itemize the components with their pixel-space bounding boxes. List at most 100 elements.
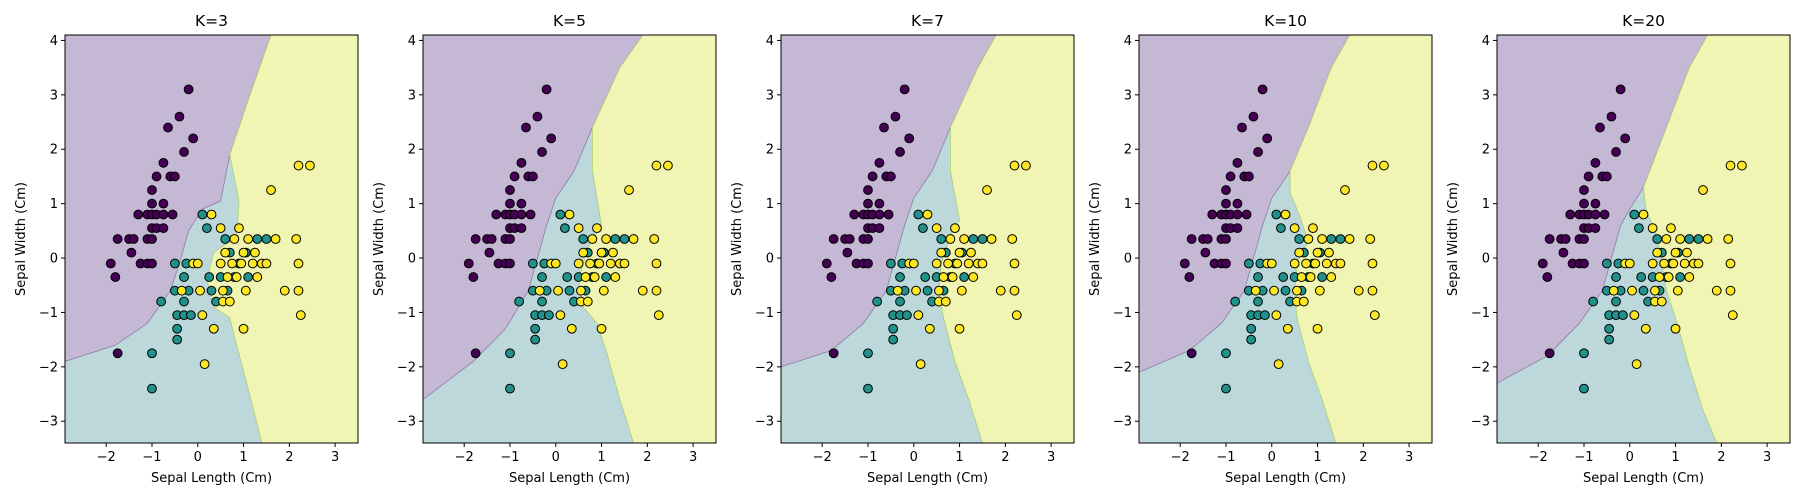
- data-point-class-2: [305, 160, 315, 171]
- data-point-class-0: [874, 157, 885, 168]
- data-point-class-2: [1273, 359, 1284, 370]
- data-point-class-2: [1693, 258, 1704, 269]
- x-tick-label: 2: [643, 450, 651, 465]
- data-point-class-0: [904, 133, 915, 144]
- data-point-class-0: [183, 84, 194, 95]
- data-point-class-0: [863, 258, 873, 269]
- data-point-class-0: [867, 171, 878, 182]
- data-point-class-0: [828, 234, 839, 244]
- x-tick-label: 0: [1626, 450, 1634, 465]
- data-point-class-2: [954, 323, 965, 334]
- data-point-class-0: [546, 133, 557, 144]
- data-point-class-1: [527, 258, 538, 269]
- data-point-class-1: [505, 383, 515, 394]
- data-point-class-1: [1636, 272, 1647, 282]
- data-point-class-2: [1659, 258, 1670, 269]
- y-tick-label: 0: [408, 252, 416, 267]
- region-class-2: [1289, 35, 1432, 443]
- data-point-class-0: [1590, 223, 1601, 234]
- data-point-class-0: [158, 223, 169, 234]
- data-point-class-2: [1369, 310, 1380, 321]
- data-point-class-2: [968, 272, 979, 282]
- data-point-class-2: [1367, 285, 1378, 296]
- data-point-class-0: [110, 272, 121, 282]
- decision-regions: [423, 35, 716, 443]
- data-point-class-1: [564, 285, 575, 296]
- data-point-class-0: [521, 122, 531, 133]
- data-point-class-0: [1202, 234, 1213, 244]
- panel-k2: −2 −1 0 1 2 3 −3 −2 −1 0 1 2 3 4 K=7 Sepal Length (Cm) S…: [730, 12, 1075, 486]
- data-point-class-0: [895, 147, 905, 157]
- decision-regions: [1497, 35, 1790, 443]
- data-point-class-2: [243, 234, 254, 244]
- data-point-class-1: [179, 296, 189, 307]
- data-point-class-0: [1620, 133, 1631, 144]
- data-point-class-2: [908, 258, 919, 269]
- data-point-class-0: [1253, 147, 1263, 157]
- axes-frame: [1496, 34, 1791, 444]
- x-tick-label: −1: [858, 450, 877, 465]
- panel-title: K=7: [911, 12, 944, 30]
- y-tick-label: 4: [1482, 34, 1490, 49]
- data-point-class-0: [147, 198, 157, 209]
- x-tick-label: 3: [1405, 450, 1413, 465]
- data-point-class-2: [952, 258, 963, 269]
- data-point-class-2: [293, 160, 304, 171]
- data-point-class-2: [1292, 285, 1302, 296]
- data-point-class-0: [1579, 234, 1589, 244]
- data-point-class-2: [1317, 234, 1328, 244]
- data-point-class-0: [147, 185, 157, 195]
- y-tick-label: −2: [397, 360, 416, 375]
- data-point-class-1: [1230, 296, 1241, 307]
- data-point-class-2: [1629, 310, 1640, 321]
- decision-regions: [65, 35, 358, 443]
- data-point-class-2: [1682, 247, 1692, 258]
- data-point-class-2: [295, 310, 306, 321]
- data-point-class-2: [966, 247, 976, 258]
- data-point-class-1: [206, 285, 217, 296]
- data-point-class-0: [885, 171, 896, 182]
- data-point-class-2: [1631, 359, 1642, 370]
- data-point-class-1: [172, 334, 183, 345]
- data-point-class-2: [1303, 234, 1314, 244]
- data-point-class-2: [1670, 323, 1681, 334]
- y-axis-label: Sepal Width (Cm): [1088, 182, 1103, 296]
- data-point-class-2: [1661, 234, 1672, 244]
- data-point-class-2: [596, 323, 607, 334]
- data-point-class-2: [1365, 234, 1376, 244]
- panel-k4: −2 −1 0 1 2 3 −3 −2 −1 0 1 2 3 4 K=20 Sepal Length (Cm)…: [1446, 12, 1791, 486]
- data-point-class-2: [1282, 323, 1293, 334]
- data-point-class-2: [1702, 234, 1713, 244]
- y-tick-label: 4: [1124, 34, 1132, 49]
- data-point-class-0: [1221, 198, 1231, 209]
- data-point-class-1: [537, 296, 547, 307]
- data-point-class-2: [1312, 323, 1323, 334]
- region-class-2: [1643, 35, 1790, 443]
- y-tick-label: 2: [1482, 143, 1490, 158]
- y-tick-label: 1: [50, 197, 58, 212]
- scatter-points: [463, 84, 673, 394]
- data-point-class-2: [1289, 223, 1300, 234]
- data-point-class-2: [592, 223, 602, 234]
- data-point-class-0: [1606, 111, 1617, 122]
- data-point-class-0: [158, 198, 169, 209]
- data-point-class-2: [1725, 258, 1736, 269]
- y-tick-label: 3: [1482, 88, 1490, 103]
- x-tick-label: 0: [194, 450, 202, 465]
- data-point-class-0: [826, 272, 837, 282]
- x-tick-label: 3: [689, 450, 697, 465]
- data-point-class-0: [874, 209, 885, 220]
- data-point-class-2: [1009, 160, 1020, 171]
- data-point-class-1: [888, 334, 899, 345]
- data-point-class-2: [1021, 160, 1031, 171]
- data-point-class-2: [580, 272, 591, 282]
- data-point-class-2: [176, 285, 187, 296]
- x-tick-label: 3: [331, 450, 339, 465]
- data-point-class-2: [1312, 247, 1323, 258]
- data-point-class-0: [1232, 198, 1243, 209]
- data-point-class-1: [959, 272, 970, 282]
- data-point-class-2: [220, 247, 231, 258]
- panel-title: K=20: [1622, 12, 1665, 30]
- data-point-class-2: [1250, 285, 1261, 296]
- data-point-class-1: [1326, 234, 1337, 244]
